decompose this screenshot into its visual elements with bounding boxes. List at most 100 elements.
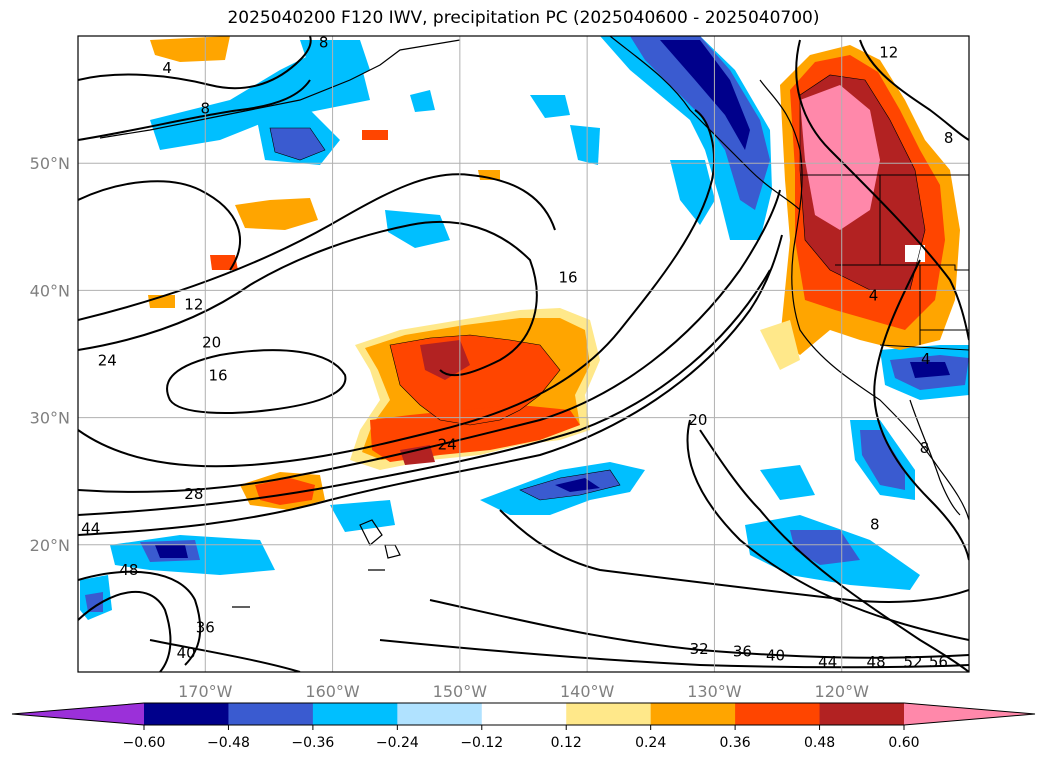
- gridlines: [78, 36, 969, 672]
- lon-tick-label: 160°W: [305, 682, 360, 701]
- negative-precip-areas: [80, 36, 969, 620]
- fill-outline: [389, 334, 561, 426]
- colorbar-segment: [481, 703, 567, 725]
- precip-area: [530, 95, 570, 118]
- contour-value-label: 8: [870, 515, 880, 533]
- contour-value-label: 20: [688, 411, 707, 429]
- contour-line: [78, 79, 311, 141]
- colorbar-segment: [819, 703, 905, 725]
- contour-line: [78, 36, 312, 90]
- precip-area: [910, 362, 950, 378]
- contour-value-label: 16: [208, 367, 227, 385]
- contour-value-label: 8: [944, 129, 954, 147]
- contour-value-label: 8: [920, 439, 930, 457]
- contour-line: [379, 639, 969, 669]
- contour-line: [429, 599, 969, 659]
- precip-area: [420, 340, 470, 380]
- precip-area: [790, 530, 860, 565]
- contour-value-label: 40: [177, 644, 196, 662]
- contour-value-label: 36: [733, 643, 752, 661]
- precip-area: [570, 125, 600, 165]
- precip-area: [330, 500, 395, 532]
- colorbar-tick-label: 0.48: [804, 735, 835, 751]
- contour-value-label: 28: [184, 485, 203, 503]
- precip-area: [85, 592, 103, 612]
- colorbar-segment: [650, 703, 736, 725]
- precip-area: [210, 255, 238, 270]
- contour-line: [499, 509, 969, 603]
- precip-area: [555, 478, 600, 492]
- lon-tick-label: 130°W: [687, 682, 742, 701]
- lon-tick-label: 150°W: [433, 682, 488, 701]
- coastline: [909, 399, 961, 516]
- contour-line: [859, 39, 969, 141]
- contour-line: [78, 189, 781, 493]
- colorbar-segment: [144, 703, 229, 725]
- map-frame: [77, 35, 970, 673]
- colorbar-tick-label: −0.36: [291, 735, 334, 751]
- contour-line: [699, 429, 969, 672]
- contour-value-label: 40: [766, 646, 785, 664]
- lat-tick-label: 20°N: [30, 536, 70, 555]
- contour-line: [78, 180, 241, 271]
- precip-area: [760, 465, 815, 500]
- contour-line: [873, 259, 969, 561]
- precip-area: [150, 36, 230, 62]
- contour-value-label: 24: [98, 351, 117, 369]
- lat-tick-label: 40°N: [30, 281, 70, 300]
- contour-value-label: 4: [869, 286, 879, 304]
- colorbar-extend-max: [904, 703, 1035, 725]
- contour-value-label: 4: [921, 350, 931, 368]
- precip-area: [400, 445, 435, 465]
- precip-area: [630, 36, 770, 210]
- contour-value-label: 24: [438, 435, 457, 453]
- fill-outlines: [269, 74, 926, 501]
- colorbar-segment: [566, 703, 652, 725]
- contour-value-label: 8: [319, 33, 329, 51]
- contour-value-label: 4: [162, 59, 172, 77]
- lat-tick-label: 50°N: [30, 154, 70, 173]
- colorbar-tick-label: 0.24: [635, 735, 666, 751]
- colorbar-tick-label: −0.24: [376, 735, 419, 751]
- colorbar-tick-label: −0.12: [460, 735, 503, 751]
- precip-area: [410, 90, 435, 112]
- contour-value-label: 44: [818, 653, 837, 671]
- contour-line: [78, 234, 783, 536]
- colorbar-tick-label: 0.12: [551, 735, 582, 751]
- border: [879, 344, 969, 351]
- contour-line: [78, 591, 172, 672]
- contour-value-label: 12: [879, 44, 898, 62]
- lat-axis: 20°N 30°N 40°N 50°N: [30, 154, 70, 555]
- contour-value-label: 44: [81, 519, 100, 537]
- colorbar-segment: [228, 703, 314, 725]
- contour-line: [686, 419, 969, 641]
- coastline: [99, 39, 461, 139]
- coastline: [359, 519, 383, 546]
- colorbar-tick-label: 0.36: [720, 735, 751, 751]
- colorbar-tick-label: −0.60: [123, 735, 166, 751]
- contour-line: [166, 349, 347, 414]
- contour-line: [78, 221, 538, 377]
- contour-value-label: 16: [559, 269, 578, 287]
- precip-area: [300, 40, 370, 85]
- precip-area: [660, 40, 750, 150]
- precip-area: [760, 320, 800, 370]
- contour-value-label: 36: [196, 618, 215, 636]
- colorbar-segment: [312, 703, 398, 725]
- colorbar-extend-min: [12, 703, 144, 725]
- fill-outline: [519, 469, 621, 501]
- map-title: 2025040200 F120 IWV, precipitation PC (2…: [227, 8, 820, 28]
- contour-value-label: 12: [184, 295, 203, 313]
- precip-area: [385, 210, 450, 248]
- contour-value-label: 48: [867, 653, 886, 671]
- colorbar: −0.60 −0.48 −0.36 −0.24 −0.12 0.12 0.24 0.36 0.4…: [11, 702, 1036, 751]
- contour-value-label: 56: [929, 653, 948, 671]
- colorbar-tick-label: 0.60: [888, 735, 919, 751]
- lat-tick-label: 30°N: [30, 409, 70, 428]
- lon-tick-label: 140°W: [560, 682, 615, 701]
- contour-line: [78, 109, 716, 468]
- positive-precip-areas: [148, 36, 960, 510]
- precip-area: [860, 430, 905, 490]
